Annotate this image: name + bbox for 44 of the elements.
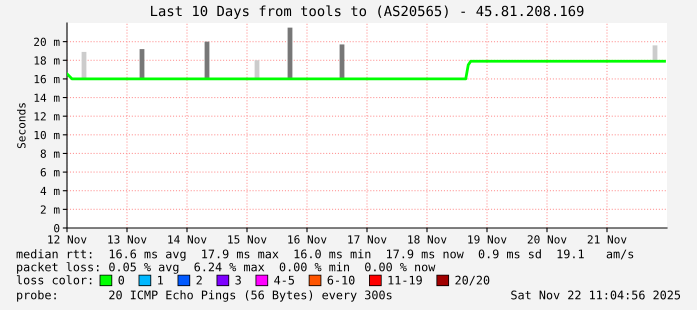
line-series (67, 60, 666, 80)
bar (204, 42, 210, 79)
bar (254, 60, 260, 79)
legend-label: 4-5 (274, 276, 294, 285)
y-tick-label: 14 m (34, 94, 60, 102)
x-tick-label: 16 Nov (288, 235, 327, 244)
text: probe: 20 ICMP Echo Pings (56 Bytes) every 300s (17, 290, 392, 302)
y-tick-label: 18 m (34, 56, 60, 65)
x-tick-label: 13 Nov (108, 235, 147, 244)
chart-title: Last 10 Days from tools to (AS20565) - 45.81.208.169 (151, 5, 584, 19)
x-tick-label: 12 Nov (48, 235, 87, 244)
y-tick-label: 0 (54, 224, 60, 232)
bar (140, 49, 144, 79)
bar (82, 52, 86, 79)
legend-label: 20/20 (455, 276, 490, 286)
y-tick-label: 6 m (40, 168, 60, 176)
y-tick-label: 8 m (40, 149, 60, 158)
bar (652, 45, 658, 62)
legend-label: 1 (158, 276, 163, 284)
x-tick-label: 19 Nov (468, 235, 507, 244)
y-tick-label: 2 m (40, 205, 60, 214)
y-tick-label: 10 m (34, 130, 60, 140)
y-axis-title: Seconds (16, 103, 26, 148)
x-tick-label: 18 Nov (408, 235, 447, 244)
text: packet loss: 0.05 % avg 6.24 % max 0.00 % min 0.00 % now (17, 262, 436, 274)
y-tick-label: 12 m (34, 112, 60, 120)
legend-label: 6-10 (328, 276, 354, 285)
x-tick-label: 15 Nov (228, 235, 267, 244)
bar (340, 44, 344, 79)
legend-label: 3 (235, 276, 241, 285)
y-tick-label: 20 m (34, 38, 60, 46)
bar (288, 28, 292, 79)
legend-label: 2 (196, 276, 202, 284)
x-tick-label: 21 Nov (588, 235, 627, 244)
x-tick-label: 17 Nov (348, 235, 387, 244)
x-tick-label: 14 Nov (168, 235, 207, 244)
text: median rtt: 16.6 ms avg 17.9 ms max 16.0 ms min 17.9 ms now 0.9 ms sd 19.1 am/s (16, 249, 634, 261)
y-tick-label: 16 m (34, 74, 60, 84)
legend-label: 0 (118, 276, 124, 285)
y-tick-label: 4 m (40, 186, 60, 195)
text: Sat Nov 22 11:04:56 2025 (511, 290, 680, 300)
x-tick-label: 20 Nov (528, 235, 567, 244)
legend-label: 11-19 (388, 276, 422, 285)
text: loss color: (16, 275, 92, 284)
